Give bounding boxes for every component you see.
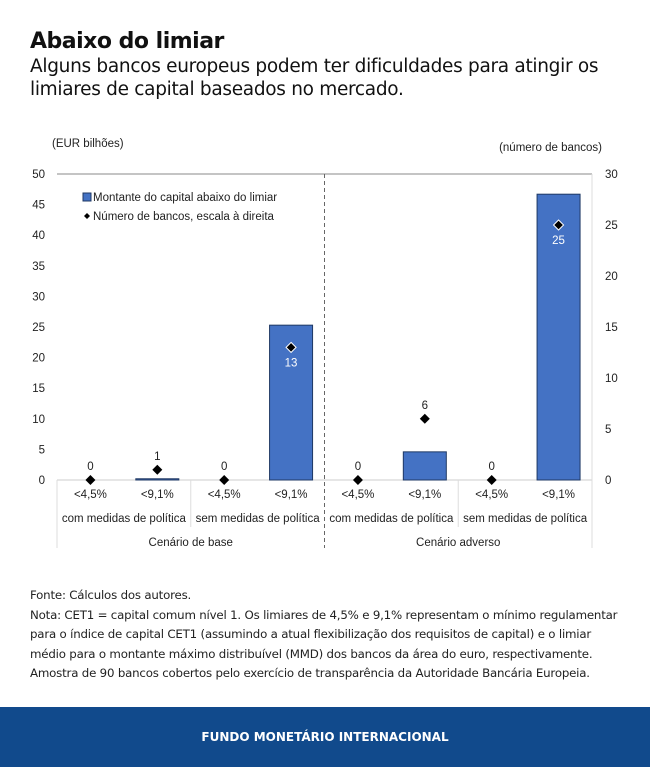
category-label: <4,5% xyxy=(74,489,107,501)
bank-count-marker xyxy=(419,413,430,424)
notes: Fonte: Cálculos dos autores. Nota: CET1 … xyxy=(30,586,630,684)
chart: (EUR bilhões) (número de bancos) 0510152… xyxy=(32,138,618,549)
subgroup-label: sem medidas de política xyxy=(196,513,321,525)
bar xyxy=(135,478,180,481)
left-tick-label: 40 xyxy=(32,230,45,242)
category-label: <9,1% xyxy=(408,489,441,501)
bank-count-marker xyxy=(152,464,163,475)
source-note: Fonte: Cálculos dos autores. xyxy=(30,588,192,602)
bank-count-label: 13 xyxy=(285,357,298,369)
left-tick-label: 0 xyxy=(39,475,45,487)
bar xyxy=(402,451,447,481)
right-axis-label: (número de bancos) xyxy=(499,142,602,154)
left-tick-label: 25 xyxy=(32,322,45,334)
scenario-label: Cenário adverso xyxy=(416,537,500,549)
left-tick-label: 15 xyxy=(32,383,45,395)
left-tick-label: 50 xyxy=(32,169,45,181)
subgroup-label: com medidas de política xyxy=(329,513,454,525)
left-tick-label: 10 xyxy=(32,414,45,426)
note-text: Nota: CET1 = capital comum nível 1. Os l… xyxy=(30,607,618,681)
category-label: <9,1% xyxy=(141,489,174,501)
legend-bar-swatch xyxy=(82,192,92,202)
left-axis-label: (EUR bilhões) xyxy=(52,138,124,150)
bank-count-label: 0 xyxy=(488,461,494,473)
right-tick-label: 15 xyxy=(605,322,618,334)
bank-count-marker xyxy=(486,475,497,485)
right-tick-label: 20 xyxy=(605,271,618,283)
legend-marker-swatch xyxy=(84,213,90,219)
bank-count-marker xyxy=(552,219,565,231)
subgroup-label: sem medidas de política xyxy=(463,513,588,525)
legend-marker-label: Número de bancos, escala à direita xyxy=(93,211,275,223)
category-label: <4,5% xyxy=(208,489,241,501)
bank-count-label: 1 xyxy=(154,451,160,463)
chart-subtitle: Alguns bancos europeus podem ter dificul… xyxy=(30,56,599,100)
right-tick-label: 0 xyxy=(605,475,611,487)
left-tick-label: 45 xyxy=(32,200,45,212)
right-tick-label: 10 xyxy=(605,373,618,385)
category-label: <4,5% xyxy=(341,489,374,501)
bank-count-label: 0 xyxy=(87,461,93,473)
bank-count-label: 6 xyxy=(422,400,428,412)
chart-title: Abaixo do limiar xyxy=(30,29,224,54)
category-label: <9,1% xyxy=(275,489,308,501)
bank-count-label: 0 xyxy=(221,461,227,473)
right-tick-label: 30 xyxy=(605,169,618,181)
right-tick-label: 25 xyxy=(605,220,618,232)
bank-count-marker xyxy=(85,475,96,485)
subgroup-label: com medidas de política xyxy=(62,513,187,525)
left-tick-label: 30 xyxy=(32,291,45,303)
scenario-label: Cenário de base xyxy=(149,537,233,549)
bank-count-label: 0 xyxy=(355,461,361,473)
left-tick-label: 35 xyxy=(32,261,45,273)
bank-count-marker xyxy=(219,475,230,485)
bank-count-marker xyxy=(285,341,297,354)
bar xyxy=(536,193,581,481)
category-label: <4,5% xyxy=(475,489,508,501)
bank-count-label: 25 xyxy=(552,235,565,247)
right-tick-label: 5 xyxy=(605,424,611,436)
left-tick-label: 20 xyxy=(32,353,45,365)
bank-count-marker xyxy=(352,475,363,485)
footer-brand: FUNDO MONETÁRIO INTERNACIONAL xyxy=(0,707,650,767)
left-tick-label: 5 xyxy=(39,444,45,456)
legend-bar-label: Montante do capital abaixo do limiar xyxy=(93,192,277,204)
category-label: <9,1% xyxy=(542,489,575,501)
